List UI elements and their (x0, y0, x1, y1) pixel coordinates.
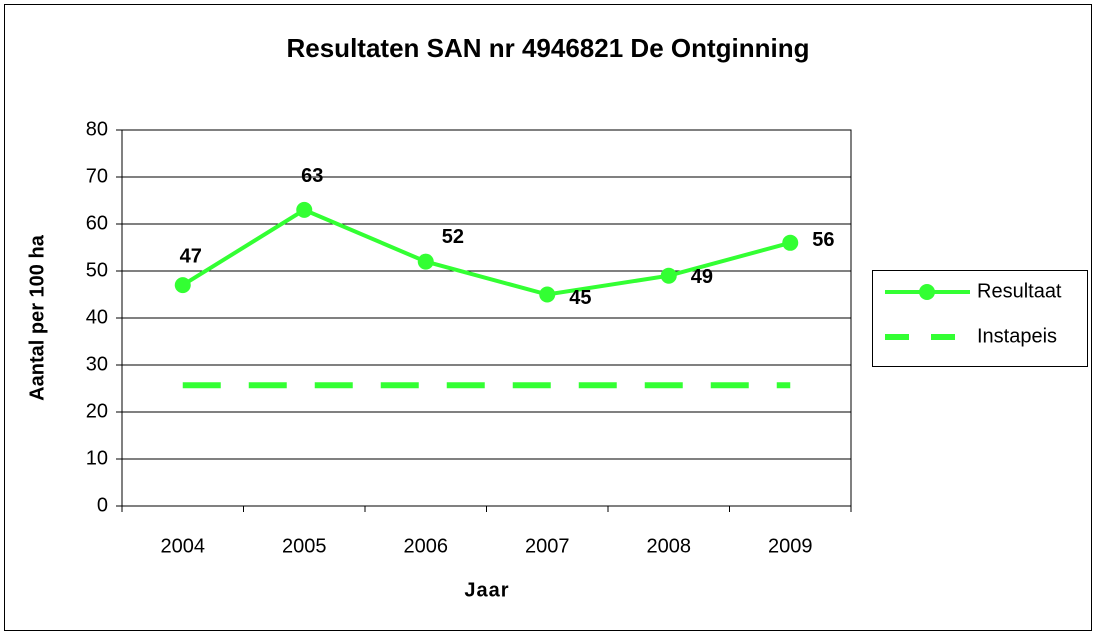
point (417, 253, 434, 270)
y-tick-label: 70 (86, 165, 108, 187)
data-label: 56 (812, 229, 834, 251)
x-axis-title: Jaar (464, 579, 509, 601)
x-tick-label: 2007 (525, 535, 570, 557)
data-label: 52 (442, 226, 464, 248)
series-line (181, 207, 791, 297)
y-tick-label: 50 (86, 259, 108, 281)
data-label: 63 (301, 165, 323, 187)
x-tick-label: 2008 (647, 535, 692, 557)
y-tick-label: 60 (86, 212, 108, 234)
x-tick-label: 2004 (161, 535, 206, 557)
point (174, 277, 191, 294)
chart-title: Resultaten SAN nr 4946821 De Ontginning (286, 33, 809, 63)
legend-box (872, 270, 1088, 367)
x-tick-label: 2005 (282, 535, 327, 557)
point (660, 267, 677, 284)
y-tick-label: 20 (86, 400, 108, 422)
y-tick-label: 80 (86, 118, 108, 140)
x-tick-label: 2009 (768, 535, 813, 557)
point (782, 234, 799, 251)
point (296, 201, 313, 218)
y-tick-label: 30 (86, 353, 108, 375)
y-tick-label: 0 (97, 494, 108, 516)
legend-marker (919, 284, 935, 300)
legend-label: Resultaat (977, 280, 1062, 302)
legend-label: Instapeis (977, 325, 1057, 347)
y-tick-label: 10 (86, 447, 108, 469)
data-label: 49 (691, 266, 713, 288)
x-tick-label: 2006 (404, 535, 449, 557)
point (539, 286, 556, 303)
y-tick-label: 40 (86, 306, 108, 328)
data-label: 45 (569, 287, 591, 309)
data-label: 47 (180, 245, 202, 267)
y-axis-title: Aantal per 100 ha (26, 234, 48, 401)
